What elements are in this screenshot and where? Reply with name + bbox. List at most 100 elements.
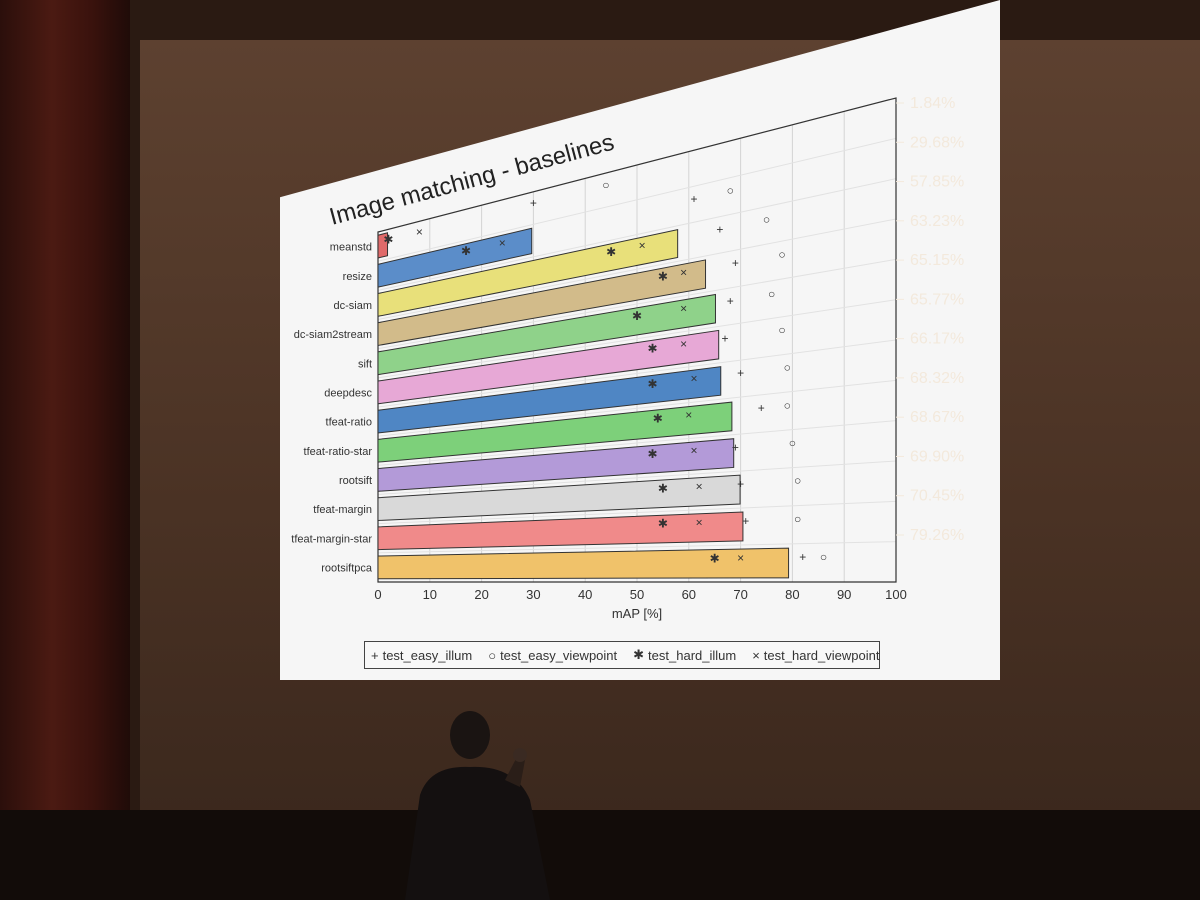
grid-line (377, 339, 897, 408)
marker-test_easy_illum: + (737, 477, 744, 491)
legend-item: ○ test_easy_viewpoint (488, 648, 617, 663)
marker-test_easy_illum: + (799, 550, 806, 564)
bar-rootsiftpca (377, 547, 790, 580)
legend-label: test_easy_viewpoint (500, 647, 618, 663)
marker-test_easy_illum: + (530, 196, 537, 210)
right-value-label: 57.85% (910, 174, 964, 191)
x-axis-label: mAP [%] (612, 606, 662, 621)
right-value-label: 63.23% (910, 213, 964, 230)
x-tick-label: 60 (682, 587, 696, 602)
marker-test_easy_illum: + (732, 440, 739, 454)
bar-rootsift (377, 438, 735, 492)
marker-test_easy_viewpoint: ○ (784, 360, 791, 374)
marker-test_hard_viewpoint: × (690, 444, 697, 458)
stage-floor (0, 810, 1200, 900)
x-tick-label: 30 (526, 587, 540, 602)
marker-test_easy_viewpoint: ○ (789, 436, 796, 450)
marker-test_easy_illum: + (716, 222, 723, 236)
marker-test_easy_illum: + (758, 401, 765, 415)
x-tick-label: 0 (374, 587, 381, 602)
grid-line (377, 299, 897, 379)
x-tick-label: 90 (837, 587, 851, 602)
marker-test_hard_viewpoint: × (680, 337, 687, 351)
marker-test_hard_viewpoint: × (696, 515, 703, 529)
marker-test_hard_illum: ✱ (648, 377, 658, 391)
y-tick-label: rootsift (339, 475, 372, 487)
grid-line (377, 379, 897, 437)
legend-symbol: ✱ (633, 647, 645, 662)
marker-test_hard_illum: ✱ (658, 517, 668, 531)
marker-test_hard_illum: ✱ (710, 551, 720, 565)
marker-test_hard_illum: ✱ (658, 481, 668, 495)
legend-label: test_easy_illum (382, 647, 473, 663)
right-value-label: 68.32% (910, 370, 964, 387)
right-value-label: 65.15% (910, 252, 964, 269)
bar-tfeat-ratio (377, 366, 722, 434)
stage-curtain (0, 0, 130, 900)
bar-resize (377, 227, 533, 288)
y-tick-label: tfeat-ratio-star (304, 446, 373, 458)
bar-dc-siam2stream (377, 259, 707, 347)
marker-test_hard_illum: ✱ (653, 411, 663, 425)
marker-test_easy_viewpoint: ○ (602, 178, 609, 192)
marker-test_easy_viewpoint: ○ (794, 474, 801, 488)
marker-test_hard_viewpoint: × (685, 408, 692, 422)
right-value-label: 29.68% (910, 134, 964, 151)
grid-line (377, 178, 897, 291)
grid-line (377, 218, 897, 320)
marker-test_easy_viewpoint: ○ (820, 550, 827, 564)
right-value-label: 70.45% (910, 488, 964, 505)
marker-test_easy_viewpoint: ○ (763, 213, 770, 227)
right-value-label: 1.84% (910, 95, 955, 112)
chart-legend: + test_easy_illum ○ test_easy_viewpoint ✱ tes… (364, 641, 880, 669)
legend-item: × test_hard_viewpoint (752, 648, 879, 663)
legend-item: ✱ test_hard_illum (633, 647, 736, 663)
grid-line (377, 500, 897, 525)
right-value-label: 79.26% (910, 527, 964, 544)
marker-test_hard_viewpoint: × (639, 239, 646, 253)
marker-test_easy_illum: + (742, 514, 749, 528)
marker-test_easy_illum: + (732, 256, 739, 270)
right-value-label: 68.67% (910, 409, 964, 426)
marker-test_hard_illum: ✱ (658, 270, 668, 284)
marker-test_hard_illum: ✱ (606, 245, 616, 259)
legend-symbol: + (371, 647, 379, 663)
legend-item: + test_easy_illum (371, 648, 472, 663)
legend-label: test_hard_viewpoint (763, 647, 880, 663)
marker-test_hard_illum: ✱ (383, 233, 393, 247)
y-tick-label: sift (358, 358, 372, 370)
bar-tfeat-margin (377, 474, 741, 521)
marker-test_hard_illum: ✱ (461, 244, 471, 258)
x-tick-label: 70 (733, 587, 747, 602)
marker-test_hard_viewpoint: × (680, 266, 687, 280)
marker-test_easy_viewpoint: ○ (784, 398, 791, 412)
legend-symbol: ○ (488, 647, 497, 663)
x-tick-label: 20 (474, 587, 488, 602)
bar-tfeat-ratio-star (377, 401, 733, 463)
marker-test_hard_viewpoint: × (680, 301, 687, 315)
grid-line (377, 137, 897, 262)
x-tick-label: 80 (785, 587, 799, 602)
y-tick-label: dc-siam2stream (294, 329, 372, 341)
bar-dc-siam (377, 229, 679, 317)
right-value-label: 69.90% (910, 448, 964, 465)
grid-line (377, 258, 897, 350)
marker-test_hard_viewpoint: × (696, 479, 703, 493)
right-value-label: 66.17% (910, 331, 964, 348)
chart-title: Image matching - baselines (327, 129, 617, 231)
marker-test_easy_viewpoint: ○ (768, 287, 775, 301)
y-tick-label: deepdesc (324, 387, 372, 399)
y-tick-label: meanstd (330, 242, 372, 254)
bar-meanstd (377, 232, 389, 259)
marker-test_hard_illum: ✱ (648, 447, 658, 461)
marker-test_easy_viewpoint: ○ (727, 184, 734, 198)
marker-test_hard_viewpoint: × (499, 236, 506, 250)
marker-test_hard_viewpoint: × (416, 225, 423, 239)
y-tick-label: tfeat-margin (313, 504, 372, 516)
plot-frame (377, 97, 897, 583)
y-tick-label: rootsiftpca (321, 562, 373, 574)
marker-test_hard_viewpoint: × (690, 372, 697, 386)
marker-test_easy_illum: + (727, 294, 734, 308)
marker-test_easy_illum: + (722, 331, 729, 345)
